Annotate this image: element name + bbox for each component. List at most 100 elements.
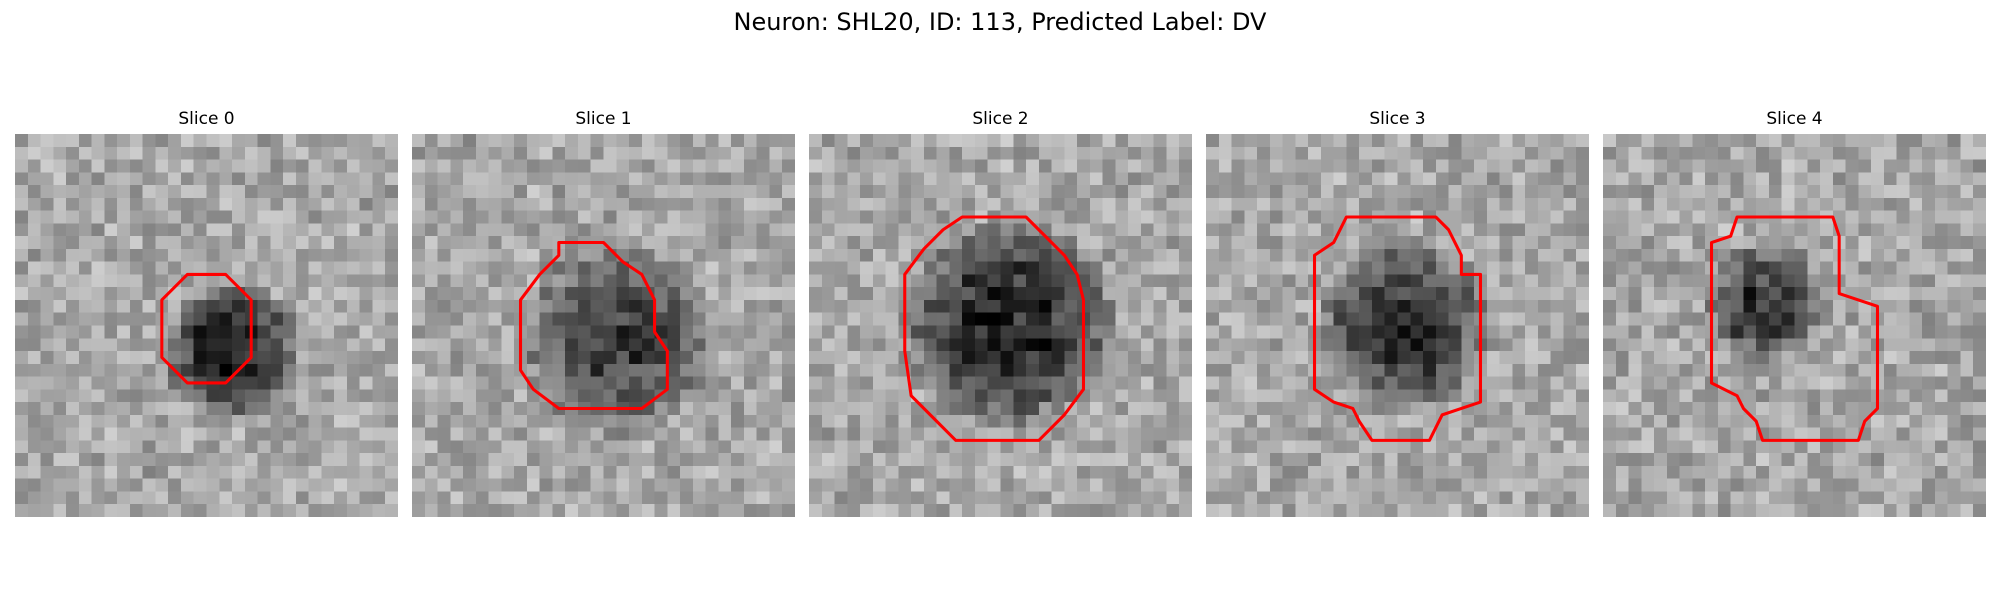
pixel <box>1743 363 1757 377</box>
pixel <box>1320 325 1334 339</box>
pixel <box>1654 248 1668 262</box>
pixel <box>91 440 105 454</box>
pixel <box>359 414 373 428</box>
pixel <box>872 172 886 186</box>
pixel <box>1295 172 1309 186</box>
pixel <box>308 453 322 467</box>
pixel <box>860 197 874 211</box>
pixel <box>1346 185 1360 199</box>
pixel <box>1089 261 1103 275</box>
pixel <box>334 453 348 467</box>
pixel <box>1871 248 1885 262</box>
pixel <box>142 274 156 288</box>
pixel <box>1064 453 1078 467</box>
pixel <box>1295 402 1309 416</box>
pixel <box>1922 248 1936 262</box>
pixel <box>385 299 398 313</box>
pixel <box>1730 325 1744 339</box>
pixel <box>1576 325 1589 339</box>
pixel <box>1896 210 1910 224</box>
pixel <box>731 389 745 403</box>
pixel <box>359 312 373 326</box>
pixel <box>731 287 745 301</box>
pixel <box>359 261 373 275</box>
pixel <box>1077 223 1091 237</box>
pixel <box>1512 248 1526 262</box>
pixel <box>244 414 258 428</box>
pixel <box>1051 376 1065 390</box>
pixel <box>1089 338 1103 352</box>
pixel <box>1603 210 1617 224</box>
pixel <box>129 248 143 262</box>
pixel <box>1051 274 1065 288</box>
pixel <box>1654 389 1668 403</box>
pixel <box>66 351 80 365</box>
pixel <box>15 491 29 505</box>
pixel <box>219 159 233 173</box>
pixel <box>616 504 630 517</box>
pixel <box>654 465 668 479</box>
pixel <box>1679 223 1693 237</box>
pixel <box>936 312 950 326</box>
pixel <box>1128 414 1142 428</box>
pixel <box>385 236 398 250</box>
pixel <box>1896 427 1910 441</box>
pixel <box>104 248 118 262</box>
pixel <box>949 236 963 250</box>
pixel <box>334 185 348 199</box>
pixel <box>718 185 732 199</box>
pixel <box>1359 172 1373 186</box>
pixel <box>1692 402 1706 416</box>
pixel <box>1333 376 1347 390</box>
pixel <box>834 236 848 250</box>
pixel <box>1474 504 1488 517</box>
pixel <box>1845 146 1859 160</box>
pixel <box>117 440 131 454</box>
pixel <box>705 389 719 403</box>
pixel <box>1794 440 1808 454</box>
pixel <box>769 287 783 301</box>
pixel <box>654 427 668 441</box>
pixel <box>295 248 309 262</box>
pixel <box>180 363 194 377</box>
pixel <box>1486 453 1500 467</box>
pixel <box>372 338 386 352</box>
pixel <box>949 299 963 313</box>
pixel <box>1448 287 1462 301</box>
pixel <box>501 351 515 365</box>
pixel <box>577 299 591 313</box>
pixel <box>1756 261 1770 275</box>
pixel <box>769 491 783 505</box>
pixel <box>1333 325 1347 339</box>
pixel <box>667 491 681 505</box>
pixel <box>603 491 617 505</box>
pixel <box>501 363 515 377</box>
pixel <box>1423 159 1437 173</box>
pixel <box>1359 274 1373 288</box>
pixel <box>27 312 41 326</box>
pixel <box>270 465 284 479</box>
pixel <box>1128 427 1142 441</box>
pixel <box>821 376 835 390</box>
pixel <box>1179 491 1192 505</box>
pixel <box>809 389 823 403</box>
pixel <box>1692 338 1706 352</box>
pixel <box>1128 351 1142 365</box>
pixel <box>1269 274 1283 288</box>
pixel <box>1550 261 1564 275</box>
pixel <box>1743 287 1757 301</box>
pixel <box>1026 465 1040 479</box>
pixel <box>501 146 515 160</box>
pixel <box>1206 261 1220 275</box>
pixel <box>1883 389 1897 403</box>
pixel <box>193 465 207 479</box>
pixel <box>1206 389 1220 403</box>
pixel <box>1102 402 1116 416</box>
pixel <box>629 197 643 211</box>
pixel <box>180 504 194 517</box>
pixel <box>1486 389 1500 403</box>
pixel <box>1666 376 1680 390</box>
pixel <box>923 453 937 467</box>
pixel <box>539 478 553 492</box>
pixel <box>731 504 745 517</box>
